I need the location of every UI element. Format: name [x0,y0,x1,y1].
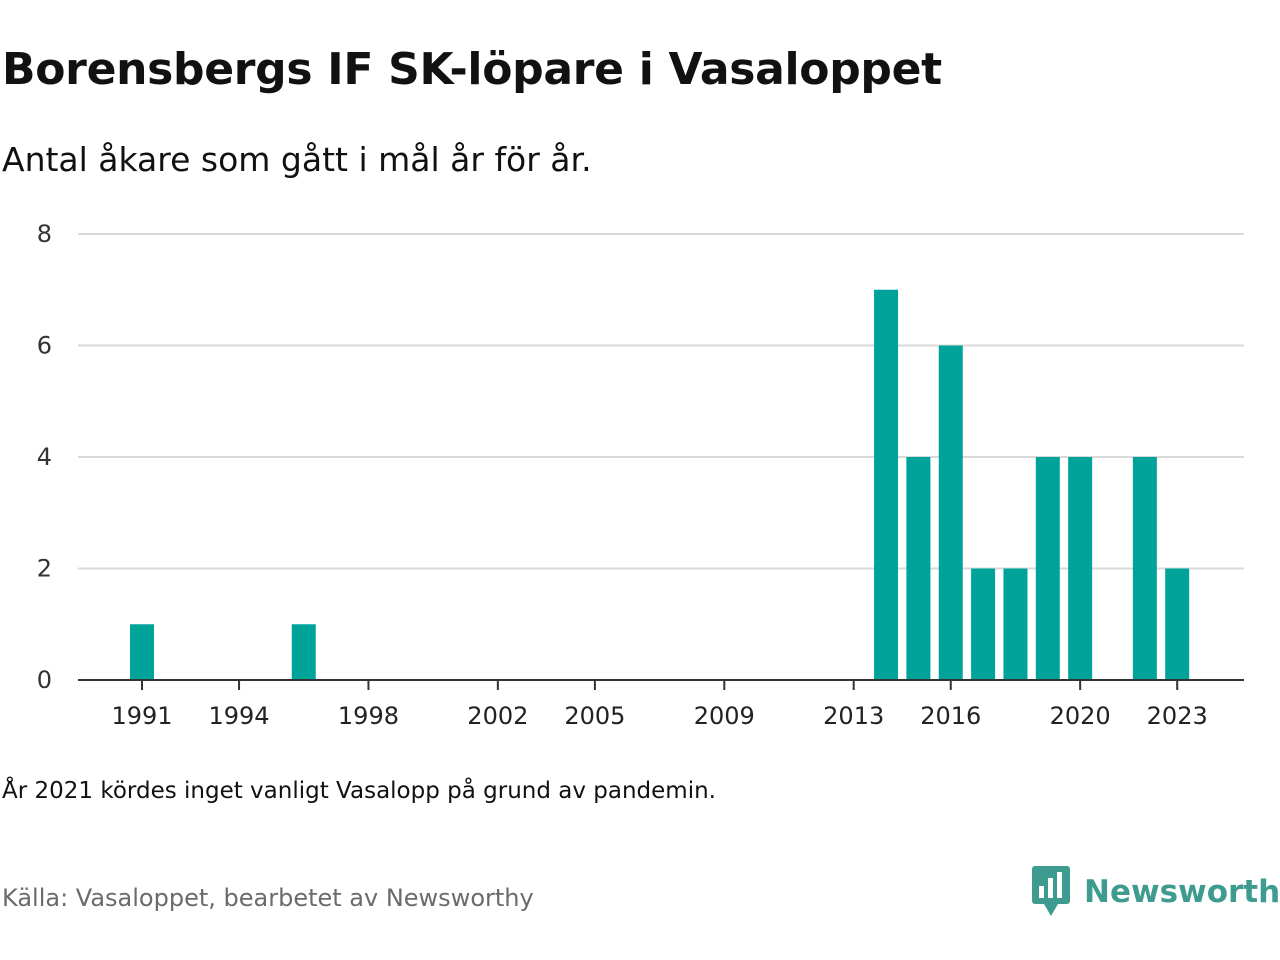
x-tick-label: 1991 [111,702,172,730]
footnote: År 2021 kördes inget vanligt Vasalopp på… [2,778,716,804]
brand-logo[interactable]: Newsworthy [1032,866,1280,918]
bar [1068,457,1093,680]
x-tick-label: 1994 [209,702,270,730]
y-tick-label: 4 [37,443,52,471]
bar [938,345,963,680]
brand-name: Newsworthy [1084,874,1280,910]
x-tick-label: 1998 [338,702,399,730]
bars [130,289,1190,680]
chart-title: Borensbergs IF SK-löpare i Vasaloppet [2,44,942,95]
x-tick-label: 2023 [1147,702,1208,730]
y-tick-label: 6 [37,332,52,360]
bar [874,289,899,680]
bar [1035,457,1060,680]
bar [1003,568,1028,680]
x-tick-label: 2009 [694,702,755,730]
x-tick-label: 2013 [823,702,884,730]
bar [291,624,316,680]
x-tick-label: 2020 [1050,702,1111,730]
x-tick-label: 2016 [920,702,981,730]
y-tick-label: 0 [37,666,52,694]
bar [1132,457,1157,680]
x-axis-ticks: 1991 1994 1998 2002 2005 2009 2013 2016 2020 2023 [111,680,1208,730]
newsworthy-logo-icon [1032,866,1070,916]
source-text: Källa: Vasaloppet, bearbetet av Newswort… [2,884,534,912]
chart-subtitle: Antal åkare som gått i mål år för år. [2,140,592,179]
bar-chart: 0 2 4 6 8 1991 1994 1998 2002 2005 2009 2013 2016 20… [37,220,1244,730]
x-tick-label: 2002 [467,702,528,730]
bar [130,624,154,680]
x-tick-label: 2005 [564,702,625,730]
y-tick-label: 8 [37,220,52,248]
bar [906,457,931,680]
y-axis-ticks: 0 2 4 6 8 [37,220,52,694]
bar [1165,568,1190,680]
bar [971,568,996,680]
y-tick-label: 2 [37,555,52,583]
